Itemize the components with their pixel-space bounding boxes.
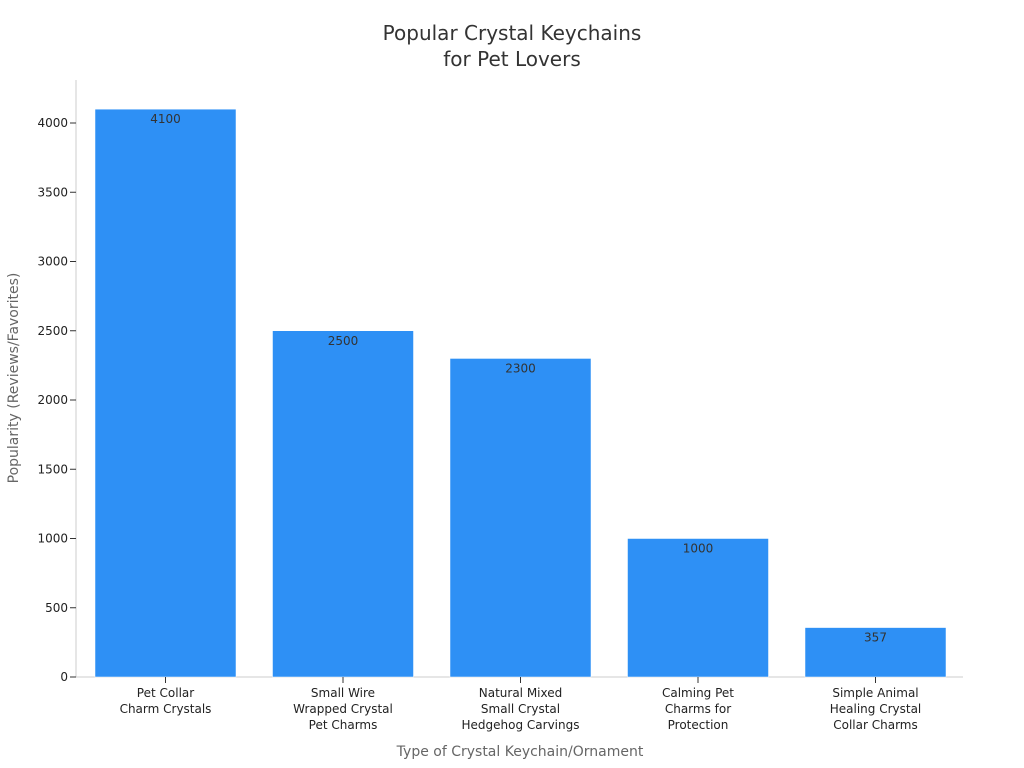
x-tick-label: Simple Animal [832, 686, 918, 700]
y-tick-label: 3500 [37, 185, 68, 199]
bar-value-label: 4100 [150, 112, 181, 126]
x-axis-ticks: Pet Collar Charm Crystals Small Wire Wrappe… [120, 677, 922, 732]
bar-value-label: 1000 [683, 542, 714, 556]
chart-title-line: for Pet Lovers [443, 47, 581, 71]
y-tick-label: 4000 [37, 116, 68, 130]
x-tick-label: Wrapped Crystal [293, 702, 393, 716]
y-tick-label: 1000 [37, 532, 68, 546]
x-tick-label: Hedgehog Carvings [462, 718, 580, 732]
y-tick-label: 2000 [37, 393, 68, 407]
x-axis-title: Type of Crystal Keychain/Ornament [396, 744, 644, 760]
chart-title-line: Popular Crystal Keychains [383, 21, 642, 45]
x-tick-label: Charm Crystals [120, 702, 212, 716]
x-tick-label: Collar Charms [833, 718, 918, 732]
y-axis-ticks: 0 500 1000 1500 2000 2500 3000 3500 4000 [37, 116, 76, 684]
bar-value-label: 2500 [328, 334, 359, 348]
x-tick-label: Protection [668, 718, 729, 732]
x-tick-label: Pet Collar [137, 686, 194, 700]
bar [804, 627, 947, 678]
bar-value-label: 2300 [505, 361, 536, 375]
bars: 4100 2500 2300 1000 357 [94, 108, 947, 678]
x-tick-label: Small Crystal [481, 702, 560, 716]
x-tick-label: Natural Mixed [479, 686, 563, 700]
x-tick-label: Pet Charms [309, 718, 378, 732]
x-tick-label: Calming Pet [662, 686, 734, 700]
bar [449, 358, 592, 678]
x-tick-label: Small Wire [311, 686, 375, 700]
y-axis-title: Popularity (Reviews/Favorites) [6, 273, 22, 484]
y-tick-label: 3000 [37, 255, 68, 269]
bar [94, 108, 237, 678]
bar [627, 538, 769, 678]
y-tick-label: 500 [45, 601, 68, 615]
bar [272, 330, 414, 678]
y-tick-label: 2500 [37, 324, 68, 338]
x-tick-label: Healing Crystal [830, 702, 922, 716]
y-tick-label: 1500 [37, 462, 68, 476]
bar-value-label: 357 [864, 631, 887, 645]
y-tick-label: 0 [60, 670, 68, 684]
x-tick-label: Charms for [665, 702, 731, 716]
